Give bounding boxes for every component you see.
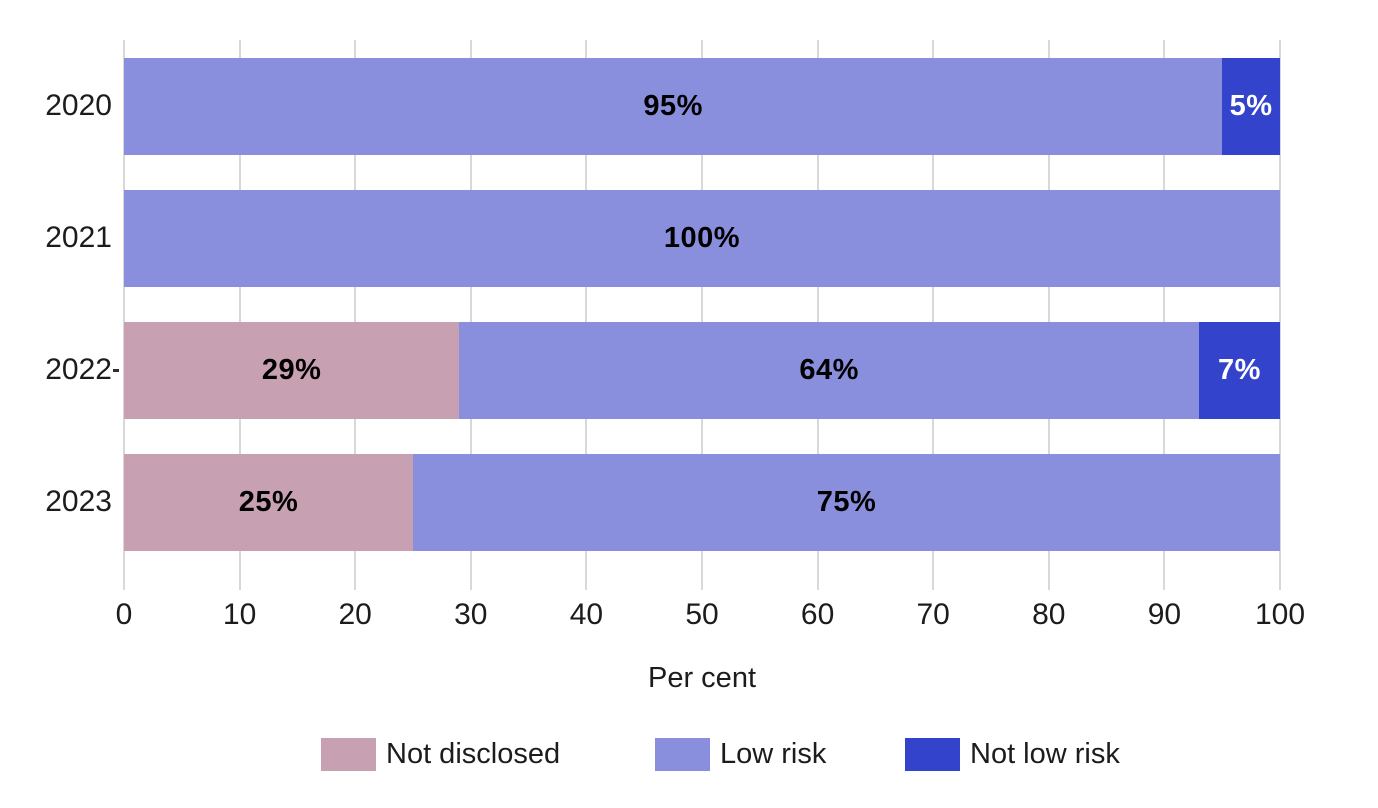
x-axis-tick bbox=[585, 568, 588, 590]
bar-segment-not-disclosed-2023: 25% bbox=[124, 453, 413, 551]
bar-value-label: 29% bbox=[261, 353, 322, 386]
gridline bbox=[816, 40, 819, 568]
legend-swatch-not-low-risk bbox=[905, 738, 960, 771]
bar-value-label: 25% bbox=[238, 485, 299, 518]
y-axis-label-2021: 2021 bbox=[45, 221, 112, 254]
legend-label-not-disclosed: Not disclosed bbox=[386, 738, 561, 770]
x-axis-tick bbox=[816, 568, 819, 590]
legend-item-not-low-risk: Not low risk bbox=[905, 738, 1120, 771]
gridline bbox=[123, 40, 125, 568]
legend-swatch-not-disclosed bbox=[321, 738, 376, 771]
x-axis-tick-label: 60 bbox=[800, 598, 835, 631]
legend-swatch-low-risk bbox=[655, 738, 710, 771]
x-axis-tick-label: 100 bbox=[1254, 598, 1306, 631]
x-axis-tick-label: 30 bbox=[454, 598, 488, 631]
bar-value-label: 75% bbox=[816, 485, 877, 518]
gridline bbox=[932, 40, 935, 568]
bar-segment-not-disclosed-2022: 29% bbox=[124, 321, 460, 419]
bar-segment-not-low-risk-2022: 7% bbox=[1199, 321, 1280, 419]
gridline bbox=[1279, 40, 1281, 568]
x-axis bbox=[123, 568, 1281, 590]
bar-row-2023: 25% 75% bbox=[124, 453, 1280, 551]
bar-segment-low-risk-2020: 95% bbox=[124, 57, 1223, 155]
legend-item-not-disclosed: Not disclosed bbox=[321, 738, 560, 771]
x-axis-tick bbox=[932, 568, 935, 590]
bar-value-label: 95% bbox=[643, 89, 703, 122]
bar-row-2020: 95% 5% bbox=[124, 57, 1280, 155]
x-axis-tick-label: 50 bbox=[685, 598, 719, 631]
x-axis-tick bbox=[1279, 568, 1281, 590]
bar-segment-not-low-risk-2020: 5% bbox=[1222, 57, 1280, 155]
gridline bbox=[354, 40, 357, 568]
x-axis-tick bbox=[1163, 568, 1166, 590]
bar-value-label: 7% bbox=[1218, 353, 1261, 386]
y-axis-label-2020: 2020 bbox=[45, 89, 112, 122]
x-axis-tick-label: 0 bbox=[115, 598, 133, 631]
bar-value-label: 100% bbox=[663, 221, 741, 254]
bar-segment-low-risk-2023: 75% bbox=[413, 453, 1280, 551]
legend-label-not-low-risk: Not low risk bbox=[970, 738, 1120, 770]
bar-segment-low-risk-2022: 64% bbox=[459, 321, 1200, 419]
y-axis-label-2023: 2023 bbox=[45, 485, 112, 518]
x-axis-tick bbox=[701, 568, 703, 590]
x-axis-tick-label: 90 bbox=[1147, 598, 1182, 631]
x-axis-tick-label: 80 bbox=[1032, 598, 1066, 631]
x-axis-tick bbox=[238, 568, 241, 590]
x-axis-tick bbox=[354, 568, 357, 590]
gridline bbox=[701, 40, 703, 568]
bar-segment-low-risk-2021: 100% bbox=[124, 189, 1280, 287]
gridline bbox=[469, 40, 472, 568]
x-axis-tick bbox=[1047, 568, 1050, 590]
x-axis-tick-label: 40 bbox=[569, 598, 604, 631]
gridline bbox=[1047, 40, 1050, 568]
plot-area: 95% 5% 100% 29% 64% 7% 25% 75% bbox=[123, 40, 1281, 568]
legend: Not disclosed Low risk Not low risk bbox=[0, 738, 1378, 778]
y-axis-label-2022: 2022 bbox=[45, 353, 112, 386]
bar-value-label: 5% bbox=[1229, 89, 1273, 122]
gridline bbox=[238, 40, 241, 568]
x-axis-tick bbox=[123, 568, 125, 590]
x-axis-tick-label: 20 bbox=[338, 598, 372, 631]
x-axis-title: Per cent bbox=[648, 662, 756, 694]
gridline bbox=[585, 40, 588, 568]
legend-item-low-risk: Low risk bbox=[655, 738, 826, 771]
x-axis-tick-label: 70 bbox=[916, 598, 950, 631]
y-axis-tick bbox=[113, 369, 119, 372]
bar-row-2021: 100% bbox=[124, 189, 1280, 287]
x-axis-tick-label: 10 bbox=[222, 598, 257, 631]
legend-label-low-risk: Low risk bbox=[720, 738, 827, 770]
bar-value-label: 64% bbox=[799, 353, 859, 386]
gridline bbox=[1163, 40, 1166, 568]
bar-row-2022: 29% 64% 7% bbox=[124, 321, 1280, 419]
x-axis-tick bbox=[469, 568, 472, 590]
x-axis-labels: 0 10 20 30 40 50 60 70 80 90 100 bbox=[116, 598, 1305, 642]
